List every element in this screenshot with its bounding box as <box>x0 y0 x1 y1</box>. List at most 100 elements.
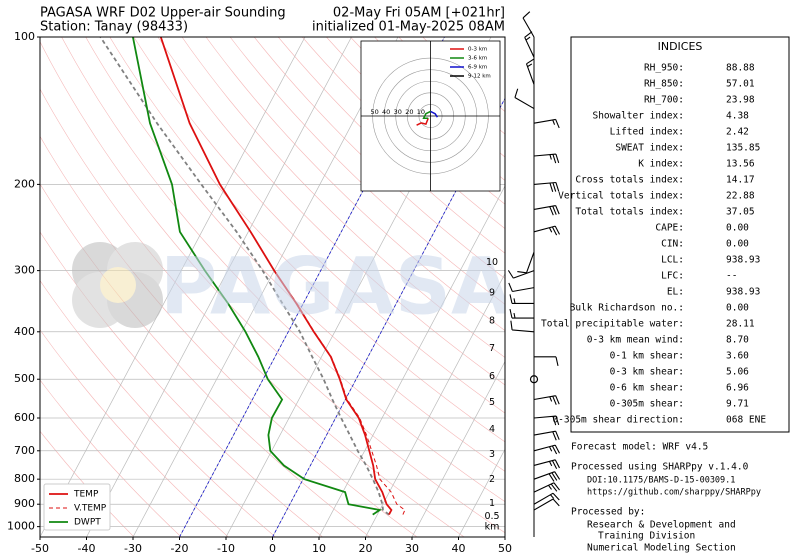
x-tick-label: 50 <box>498 542 512 555</box>
hodo-legend-label: 0-3 km <box>468 47 487 53</box>
wind-barb <box>517 251 535 274</box>
index-value: 88.88 <box>726 63 755 74</box>
index-label: Cross totals index: <box>575 175 684 186</box>
index-value: 28.11 <box>726 319 755 330</box>
legend-label: DWPT <box>74 518 101 528</box>
dry-adiabat <box>85 37 505 472</box>
index-value: 4.38 <box>726 111 749 122</box>
wind-barb <box>533 444 560 455</box>
wind-barb <box>533 118 560 129</box>
index-value: 0.00 <box>726 303 749 314</box>
note: Processed by: <box>571 507 645 518</box>
index-value: 0.00 <box>726 223 749 234</box>
index-label: LFC: <box>661 271 684 282</box>
y-tick-label: 900 <box>14 497 35 510</box>
index-value: 23.98 <box>726 95 755 106</box>
x-tick-label: 0 <box>269 542 276 555</box>
wind-barb <box>533 430 560 441</box>
wind-barb <box>533 181 560 192</box>
grid-line <box>86 37 352 537</box>
profile-line <box>132 37 383 516</box>
height-label: 3 <box>489 449 495 460</box>
index-label: EL: <box>667 287 684 298</box>
index-value: 9.71 <box>726 399 749 410</box>
index-label: RH_950: <box>644 63 684 74</box>
hodo-ring-label: 20 <box>405 108 413 116</box>
init-time: initialized 01-May-2025 08AM <box>312 20 505 35</box>
index-label: 0-305m shear direction: <box>552 415 684 426</box>
wind-barb <box>533 459 560 469</box>
height-label: 10 <box>486 257 498 268</box>
dry-adiabat <box>253 37 505 279</box>
index-label: CIN: <box>661 239 684 250</box>
index-label: Bulk Richardson no.: <box>570 303 684 314</box>
y-tick-label: 300 <box>14 264 35 277</box>
profile-line <box>159 37 393 516</box>
wind-barb <box>533 356 559 366</box>
index-label: LCL: <box>661 255 684 266</box>
dry-adiabat <box>205 37 505 331</box>
hodo-ring-label: 10 <box>417 108 425 116</box>
profile-line <box>160 37 406 515</box>
hodo-line <box>430 110 439 118</box>
index-value: 3.60 <box>726 351 749 362</box>
index-value: 135.85 <box>726 143 760 154</box>
wind-barb <box>533 482 560 493</box>
index-label: 0-3 km shear: <box>610 367 684 378</box>
station: Station: Tanay (98433) <box>40 20 188 35</box>
index-value: 37.05 <box>726 207 755 218</box>
hodo-ring-label: 40 <box>382 108 390 116</box>
index-value: 2.42 <box>726 127 749 138</box>
x-tick-label: 40 <box>452 542 466 555</box>
y-tick-label: 100 <box>14 30 35 43</box>
parcel-path <box>99 37 390 516</box>
wind-barb <box>533 415 560 426</box>
index-value: 57.01 <box>726 79 755 90</box>
note: DOI:10.1175/BAMS-D-15-00309.1 <box>587 476 735 486</box>
wind-barb <box>507 270 535 279</box>
note: Numerical Modeling Section <box>587 543 736 554</box>
grid-line <box>132 37 399 537</box>
y-tick-label: 400 <box>14 325 35 338</box>
index-value: 938.93 <box>726 255 760 266</box>
wind-barb <box>510 320 535 333</box>
dry-adiabat <box>40 88 465 537</box>
index-label: Total precipitable water: <box>541 319 684 330</box>
hodo-line <box>416 118 429 126</box>
wind-barb <box>533 498 560 511</box>
height-label: 7 <box>489 343 495 354</box>
dry-adiabat <box>40 379 182 537</box>
index-label: RH_850: <box>644 79 684 90</box>
note: https://github.com/sharppy/SHARPpy <box>587 488 761 498</box>
height-label: 9 <box>489 287 495 298</box>
y-tick-label: 200 <box>14 177 35 190</box>
y-tick-label: 600 <box>14 411 35 424</box>
wind-barb <box>533 492 560 505</box>
notes: Forecast model: WRF v4.5 Processed using… <box>571 442 761 554</box>
grid-line <box>318 185 505 537</box>
wind-barb <box>514 88 535 110</box>
index-label: 0-6 km shear: <box>610 383 684 394</box>
legend-label: V.TEMP <box>74 504 107 514</box>
watermark-logo <box>72 242 163 328</box>
wind-barb <box>522 11 535 38</box>
grid-line <box>40 37 306 537</box>
dry-adiabat <box>157 37 505 386</box>
wind-barb <box>533 471 561 482</box>
index-label: Lifted index: <box>610 127 684 138</box>
index-value: 0.00 <box>726 239 749 250</box>
title: PAGASA WRF D02 Upper-air Sounding <box>40 6 286 21</box>
hodo-line <box>422 110 431 120</box>
indices-title: INDICES <box>658 40 703 53</box>
x-tick-label: -30 <box>124 542 142 555</box>
grid-line <box>365 273 505 537</box>
wind-barb <box>533 153 560 164</box>
y-tick-label: 1000 <box>7 520 35 533</box>
index-value: 938.93 <box>726 287 760 298</box>
index-value: 6.96 <box>726 383 749 394</box>
index-label: Vertical totals index: <box>558 191 684 202</box>
index-label: SWEAT index: <box>615 143 684 154</box>
index-label: RH_700: <box>644 95 684 106</box>
